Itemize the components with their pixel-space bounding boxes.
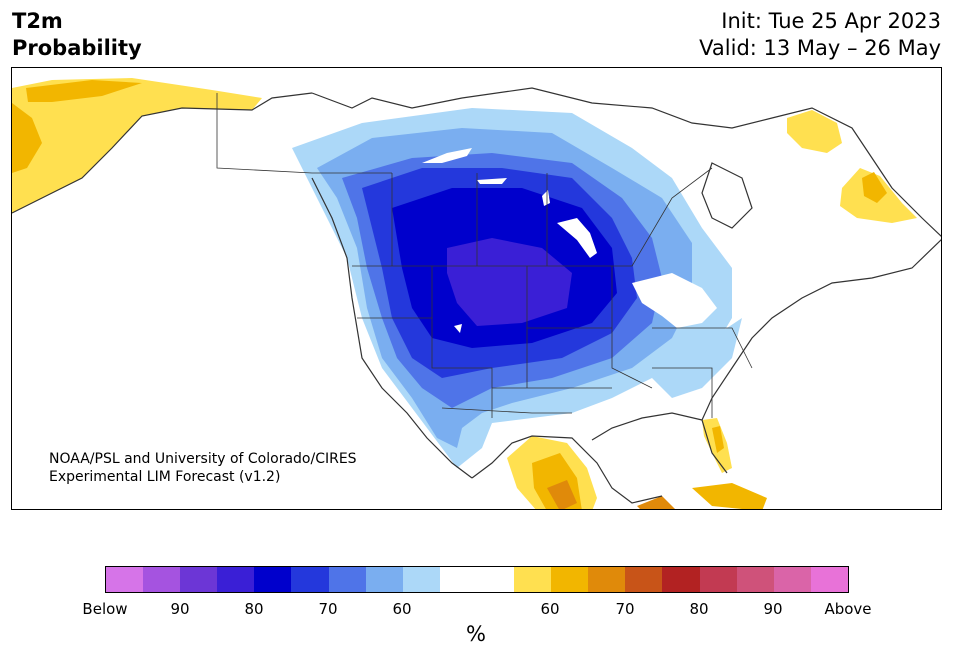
map-title: T2m Probability xyxy=(12,8,142,62)
lake-winnipeg xyxy=(557,218,597,258)
political-borders xyxy=(216,93,753,418)
colorbar-segment xyxy=(106,567,144,592)
attribution-line-1: NOAA/PSL and University of Colorado/CIRE… xyxy=(49,451,357,467)
colorbar-tick-label: 80 xyxy=(689,600,709,618)
colorbar-segment xyxy=(662,567,700,592)
reindeer-lake xyxy=(542,190,550,206)
colorbar-tick-label: 70 xyxy=(318,600,338,618)
map-panel xyxy=(11,67,942,510)
colorbar-segment xyxy=(551,567,589,592)
colorbar-segment xyxy=(625,567,663,592)
hudson-warm-region xyxy=(787,110,842,153)
colorbar-tick-label: Above xyxy=(824,600,872,618)
florida-warm-core xyxy=(712,426,724,453)
alaska-warm-region xyxy=(12,78,262,213)
colorbar-tick-label: 60 xyxy=(540,600,560,618)
colorbar-tick-label: 90 xyxy=(170,600,190,618)
colorbar-segment xyxy=(476,567,515,592)
colorbar-segment xyxy=(588,567,626,592)
colorbar xyxy=(105,566,849,593)
colorbar-segment xyxy=(514,567,552,592)
init-date: Init: Tue 25 Apr 2023 xyxy=(721,9,941,33)
yucatan-warm-region xyxy=(637,496,675,509)
colorbar-segment xyxy=(180,567,218,592)
colorbar-segment xyxy=(736,567,774,592)
alaska-warm-edge xyxy=(12,103,42,173)
colorbar-segment xyxy=(699,567,737,592)
probability-map xyxy=(12,78,941,509)
colorbar-segment xyxy=(773,567,811,592)
colorbar-segment xyxy=(439,567,477,592)
alaska-warm-core xyxy=(26,80,142,102)
colorbar-segment xyxy=(143,567,181,592)
title-variable: T2m xyxy=(12,9,63,33)
colorbar-segment xyxy=(402,567,440,592)
colorbar-segment xyxy=(328,567,366,592)
attribution-line-2: Experimental LIM Forecast (v1.2) xyxy=(49,469,281,485)
colorbar-tick-label: 60 xyxy=(392,600,412,618)
cold-95 xyxy=(447,238,572,326)
southeast-cold-60 xyxy=(652,318,742,398)
valid-range: Valid: 13 May – 26 May xyxy=(699,36,941,60)
colorbar-tick-label: Below xyxy=(82,600,128,618)
great-salt-lake xyxy=(454,324,462,333)
colorbar-segment xyxy=(217,567,255,592)
title-type: Probability xyxy=(12,36,142,60)
attribution: NOAA/PSL and University of Colorado/CIRE… xyxy=(49,450,357,486)
great-lakes xyxy=(632,273,717,328)
colorbar-segment xyxy=(810,567,848,592)
coastlines xyxy=(12,87,941,504)
mexico-warm-deep xyxy=(547,480,577,509)
colorbar-segment xyxy=(291,567,329,592)
lake-athabasca xyxy=(477,178,507,184)
cuba-warm-region xyxy=(692,483,767,509)
colorbar-segment xyxy=(365,567,403,592)
colorbar-unit: % xyxy=(466,622,486,646)
map-dates: Init: Tue 25 Apr 2023 Valid: 13 May – 26… xyxy=(699,8,941,62)
great-slave-lake xyxy=(422,148,472,163)
colorbar-segment xyxy=(254,567,292,592)
labrador-warm-core xyxy=(862,172,887,203)
colorbar-tick-label: 70 xyxy=(615,600,635,618)
colorbar-tick-label: 90 xyxy=(763,600,783,618)
colorbar-tick-label: 80 xyxy=(244,600,264,618)
